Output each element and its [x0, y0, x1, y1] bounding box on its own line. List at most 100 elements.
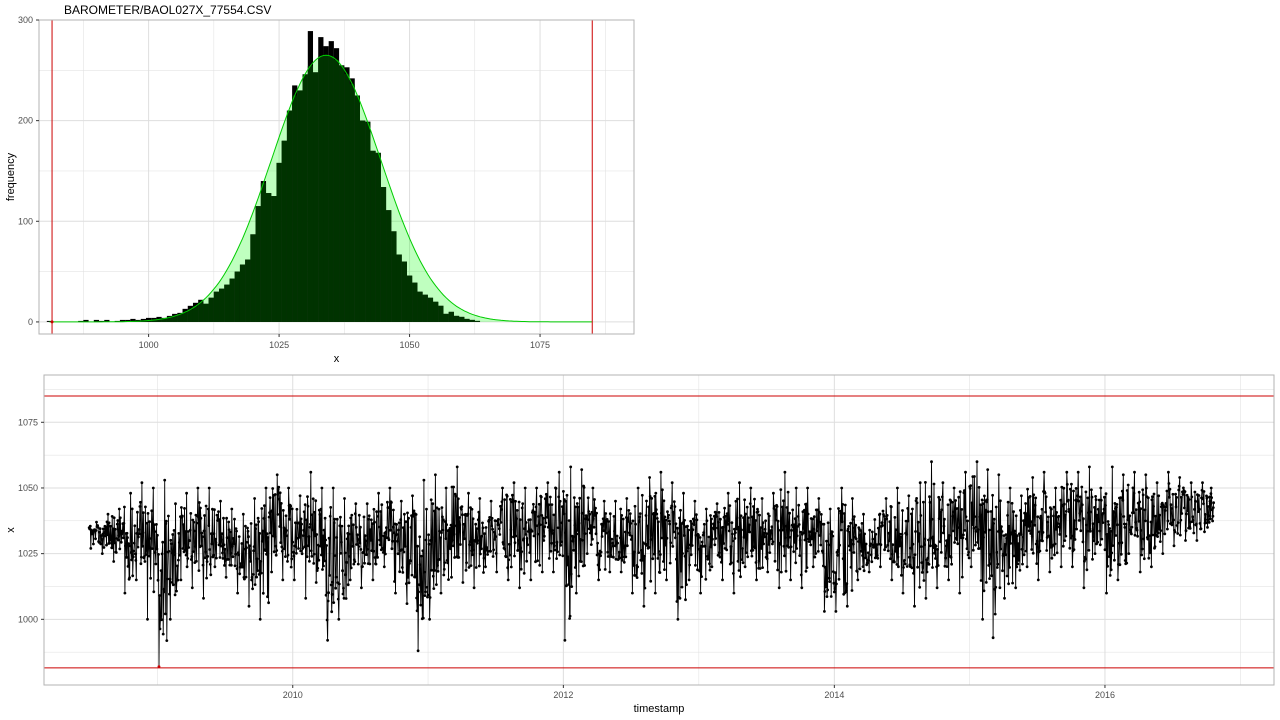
- series-point: [689, 519, 693, 523]
- series-point: [621, 555, 625, 559]
- series-point: [1070, 482, 1073, 486]
- series-point: [553, 548, 557, 552]
- series-point: [418, 563, 422, 567]
- series-point: [628, 512, 632, 515]
- series-point: [136, 510, 139, 514]
- series-point: [756, 507, 759, 511]
- series-point: [1198, 522, 1202, 525]
- series-point: [814, 552, 818, 555]
- series-point: [1144, 473, 1148, 477]
- series-point: [196, 486, 200, 490]
- series-point: [168, 592, 171, 596]
- series-point: [471, 553, 474, 557]
- series-point: [140, 481, 144, 485]
- series-point: [305, 518, 308, 522]
- series-point: [368, 562, 372, 566]
- series-point: [663, 568, 666, 571]
- series-point: [247, 535, 250, 539]
- series-point: [916, 520, 920, 524]
- series-point: [280, 545, 284, 549]
- series-point: [642, 604, 646, 608]
- series-point: [692, 517, 696, 521]
- series-point: [460, 507, 463, 511]
- series-point: [134, 559, 138, 562]
- series-point: [968, 487, 972, 490]
- series-point: [328, 574, 331, 577]
- density-overlap-bar: [208, 297, 214, 322]
- series-point: [445, 559, 449, 562]
- series-point: [898, 532, 902, 536]
- series-point: [449, 523, 453, 527]
- series-point: [265, 552, 268, 556]
- series-point: [162, 590, 166, 594]
- series-point: [141, 531, 145, 535]
- series-point: [129, 491, 133, 495]
- series-point: [623, 530, 627, 534]
- series-point: [327, 536, 331, 540]
- series-point: [1102, 511, 1105, 515]
- series-point: [1068, 546, 1072, 550]
- series-point: [1071, 565, 1074, 569]
- series-point: [322, 528, 326, 532]
- density-overlap-bar: [359, 120, 366, 322]
- series-point: [613, 529, 616, 533]
- series-point: [678, 516, 681, 520]
- series-point: [142, 511, 145, 514]
- series-point: [468, 540, 472, 543]
- series-point: [1051, 543, 1055, 547]
- density-overlap-bar: [370, 150, 376, 322]
- series-point: [1108, 527, 1112, 530]
- series-point: [397, 528, 400, 532]
- series-point: [733, 527, 736, 531]
- series-point: [1063, 539, 1067, 542]
- series-point: [1139, 529, 1143, 532]
- series-point: [292, 578, 296, 582]
- series-point: [818, 534, 822, 537]
- series-point: [1055, 511, 1058, 514]
- series-point: [262, 517, 266, 520]
- series-point: [618, 556, 622, 560]
- series-point: [834, 610, 838, 613]
- series-point: [888, 520, 892, 524]
- series-point: [1116, 523, 1119, 527]
- series-point: [392, 531, 396, 535]
- series-point: [784, 536, 787, 540]
- series-point: [745, 536, 749, 540]
- series-point: [1020, 494, 1023, 498]
- series-point: [618, 536, 622, 540]
- series-point: [438, 529, 441, 533]
- series-point: [462, 522, 466, 526]
- series-point: [523, 486, 527, 490]
- series-point: [811, 565, 815, 569]
- series-point: [428, 617, 431, 621]
- series-point: [612, 515, 616, 518]
- series-point: [339, 515, 342, 519]
- series-point: [963, 489, 966, 492]
- series-point: [261, 591, 265, 595]
- series-point: [586, 496, 590, 500]
- series-point: [181, 514, 184, 518]
- series-point: [646, 524, 649, 528]
- series-point: [366, 547, 370, 551]
- series-point: [861, 554, 864, 557]
- series-point: [920, 571, 924, 574]
- series-point: [371, 578, 375, 582]
- series-point: [636, 565, 639, 569]
- series-point: [989, 553, 992, 556]
- series-point: [1080, 485, 1084, 489]
- series-point: [1103, 548, 1107, 552]
- series-point: [393, 580, 396, 583]
- series-point: [315, 569, 319, 572]
- series-point: [159, 614, 163, 618]
- series-point: [453, 492, 457, 496]
- series-point: [556, 550, 559, 554]
- series-point: [1119, 552, 1123, 556]
- series-point: [943, 517, 946, 521]
- series-point: [349, 566, 353, 570]
- series-point: [935, 586, 939, 590]
- series-point: [602, 499, 606, 503]
- series-point: [508, 498, 512, 501]
- series-point: [429, 498, 433, 502]
- series-point: [728, 504, 732, 507]
- series-point: [397, 521, 401, 525]
